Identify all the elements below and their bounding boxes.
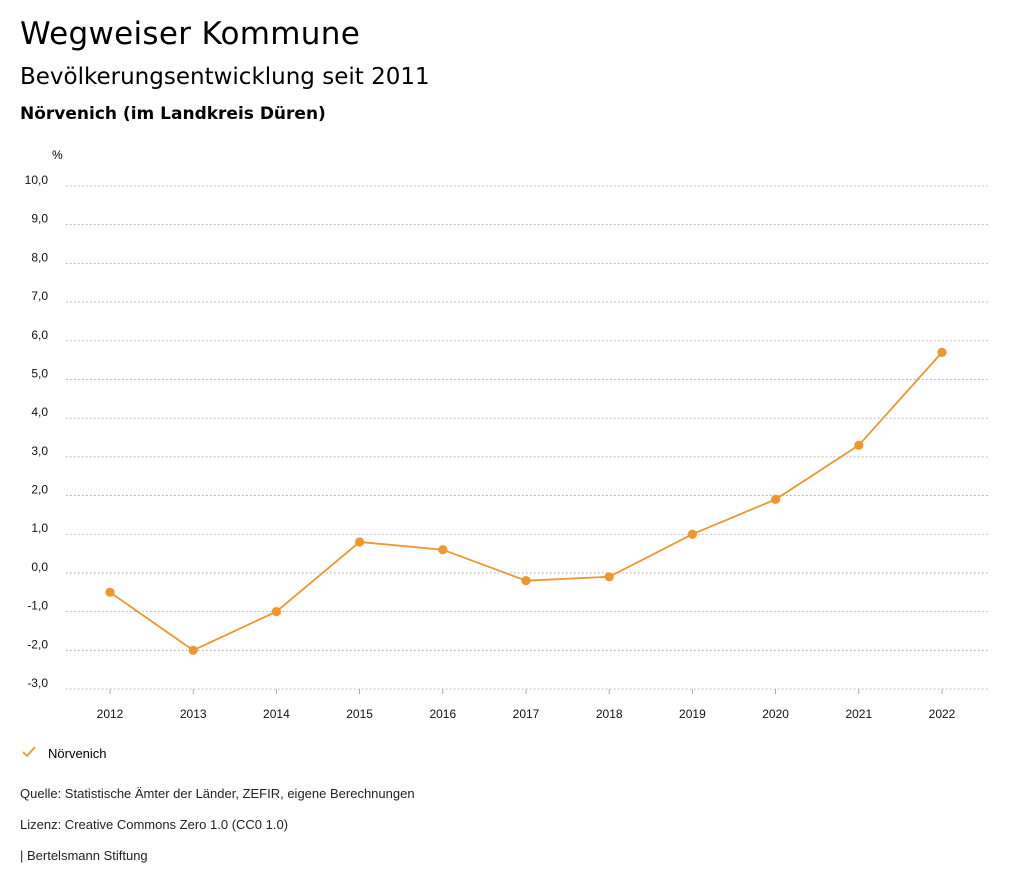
data-point	[438, 545, 448, 555]
x-tick-label: 2012	[97, 707, 124, 721]
y-tick-label: -2,0	[27, 637, 48, 651]
data-point	[188, 645, 198, 655]
x-tick-label: 2017	[513, 707, 540, 721]
data-point	[687, 529, 698, 539]
y-tick-label: 0,0	[31, 560, 48, 574]
gridlines	[66, 185, 990, 690]
x-tick-label: 2020	[762, 707, 789, 721]
y-tick-label: 3,0	[31, 444, 48, 458]
publisher-note: | Bertelsmann Stiftung	[20, 848, 148, 863]
license-note: Lizenz: Creative Commons Zero 1.0 (CC0 1…	[20, 817, 289, 832]
y-tick-label: 6,0	[31, 328, 48, 342]
series-line	[109, 351, 943, 652]
check-icon	[22, 745, 38, 762]
data-point	[271, 607, 281, 617]
x-axis-ticks: 2012 2013 2014 2015 2016 2017 2018 2019 2020 2021…	[97, 689, 956, 721]
y-axis-ticks: 10,0 9,0 8,0 7,0 6,0 5,0 4,0 3,0 2,0 1,0 0,0 -1,0 -2…	[25, 173, 49, 690]
x-tick-label: 2014	[263, 707, 290, 721]
data-point	[355, 537, 365, 547]
y-tick-label: -1,0	[27, 599, 48, 613]
x-tick-label: 2021	[845, 707, 872, 721]
data-point	[771, 494, 781, 505]
legend-label: Nörvenich	[48, 746, 107, 761]
data-point	[604, 572, 614, 582]
y-tick-label: 2,0	[31, 483, 48, 497]
data-point	[937, 347, 947, 357]
y-tick-label: 9,0	[31, 212, 48, 226]
y-tick-label: 4,0	[31, 405, 48, 419]
data-point	[521, 576, 531, 586]
y-tick-label: -3,0	[27, 676, 48, 690]
page-title: Wegweiser Kommune	[20, 16, 361, 52]
legend[interactable]: Nörvenich	[22, 745, 107, 762]
y-tick-label: 7,0	[31, 289, 48, 303]
x-tick-label: 2018	[596, 707, 623, 721]
x-tick-label: 2013	[180, 707, 207, 721]
line-chart: % 10,0 9,0 8,0 7,0 6,0 5,0 4,0 3,0 2,0 1,0 0,0 -1,0…	[25, 148, 990, 721]
y-tick-label: 8,0	[31, 250, 48, 264]
y-axis-label: %	[52, 148, 63, 162]
source-note: Quelle: Statistische Ämter der Länder, Z…	[20, 786, 415, 801]
page-subtitle: Bevölkerungsentwicklung seit 2011	[20, 64, 430, 90]
y-tick-label: 10,0	[25, 173, 49, 187]
data-point	[105, 587, 115, 597]
x-tick-label: 2019	[679, 707, 706, 721]
region-label: Nörvenich (im Landkreis Düren)	[20, 104, 326, 124]
x-tick-label: 2022	[929, 707, 956, 721]
y-tick-label: 5,0	[31, 366, 48, 380]
x-tick-label: 2016	[429, 707, 456, 721]
x-tick-label: 2015	[346, 707, 373, 721]
data-point	[854, 440, 864, 450]
series-norvenich	[105, 347, 947, 655]
y-tick-label: 1,0	[31, 521, 48, 535]
